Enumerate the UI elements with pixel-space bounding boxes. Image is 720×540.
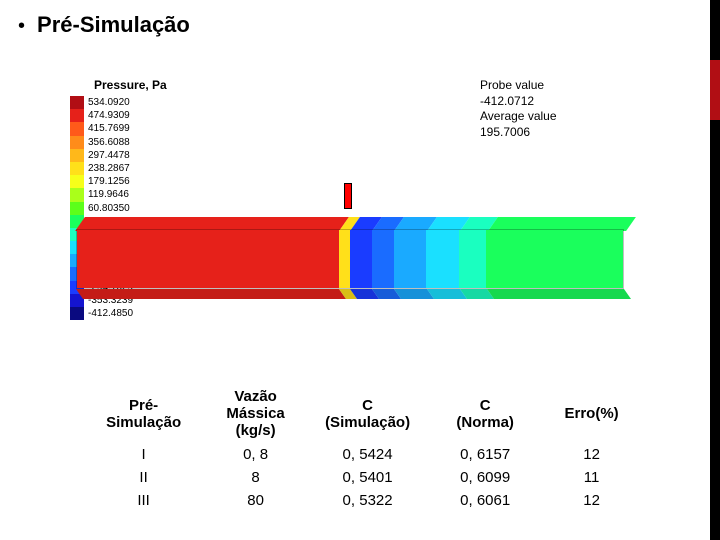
legend-row: 297.4478 xyxy=(70,149,190,162)
table-cell: 11 xyxy=(541,466,642,489)
table-cell: 0, 5322 xyxy=(306,489,429,512)
legend-row: 356.6088 xyxy=(70,136,190,149)
table-header-row: Pré-Simulação VazãoMássica(kg/s) C(Simul… xyxy=(82,385,642,443)
pressure-axis-label: Pressure, Pa xyxy=(94,78,167,92)
probe-marker-icon xyxy=(344,183,352,209)
right-decoration-bar xyxy=(710,0,720,540)
pressure-band xyxy=(339,230,350,288)
results-table: Pré-Simulação VazãoMássica(kg/s) C(Simul… xyxy=(82,385,642,512)
pressure-band xyxy=(372,230,394,288)
legend-row: 415.7699 xyxy=(70,122,190,135)
probe-line: -412.0712 xyxy=(480,94,557,110)
legend-value: 474.9309 xyxy=(84,110,130,121)
table-header: C(Norma) xyxy=(429,385,541,443)
legend-swatch xyxy=(70,96,84,109)
legend-value: 119.9646 xyxy=(84,189,129,200)
legend-value: 179.1256 xyxy=(84,176,130,187)
table-row: I0, 80, 54240, 615712 xyxy=(82,443,642,467)
legend-value: 238.2867 xyxy=(84,163,130,174)
probe-line: Probe value xyxy=(480,78,557,94)
pressure-band xyxy=(459,230,486,288)
table-cell: 0, 6099 xyxy=(429,466,541,489)
pressure-solid xyxy=(80,213,630,323)
table-header: Pré-Simulação xyxy=(82,385,205,443)
table-header: Erro(%) xyxy=(541,385,642,443)
right-bar-seg xyxy=(710,0,720,60)
pressure-band xyxy=(76,289,346,299)
legend-row: 119.9646 xyxy=(70,188,190,201)
page-title: Pré-Simulação xyxy=(37,12,190,38)
pressure-band xyxy=(77,230,339,288)
bullet-glyph: • xyxy=(18,15,25,38)
pressure-figure: Pressure, Pa Probe value -412.0712 Avera… xyxy=(70,78,660,338)
pressure-band xyxy=(486,230,623,288)
table-body: I0, 80, 54240, 615712II80, 54010, 609911… xyxy=(82,443,642,513)
pressure-band xyxy=(350,230,372,288)
legend-row: 534.0920 xyxy=(70,96,190,109)
table-cell: 12 xyxy=(541,489,642,512)
table-cell: III xyxy=(82,489,205,512)
table-cell: II xyxy=(82,466,205,489)
legend-swatch xyxy=(70,109,84,122)
pressure-band xyxy=(426,230,459,288)
right-bar-seg xyxy=(710,60,720,120)
table-cell: 8 xyxy=(205,466,306,489)
right-bar-seg xyxy=(710,120,720,540)
table-header: C(Simulação) xyxy=(306,385,429,443)
legend-row: 474.9309 xyxy=(70,109,190,122)
legend-value: 297.4478 xyxy=(84,150,130,161)
table-row: II80, 54010, 609911 xyxy=(82,466,642,489)
table-cell: 0, 8 xyxy=(205,443,306,467)
legend-swatch xyxy=(70,175,84,188)
legend-swatch xyxy=(70,162,84,175)
pressure-band xyxy=(394,230,427,288)
results-table-wrap: Pré-Simulação VazãoMássica(kg/s) C(Simul… xyxy=(82,385,642,512)
table-header: VazãoMássica(kg/s) xyxy=(205,385,306,443)
legend-swatch xyxy=(70,188,84,201)
table-row: III800, 53220, 606112 xyxy=(82,489,642,512)
table-cell: 0, 6157 xyxy=(429,443,541,467)
table-cell: 0, 5424 xyxy=(306,443,429,467)
legend-value: 356.6088 xyxy=(84,137,130,148)
title-row: • Pré-Simulação xyxy=(0,0,720,38)
table-cell: 0, 5401 xyxy=(306,466,429,489)
legend-swatch xyxy=(70,122,84,135)
table-cell: 0, 6061 xyxy=(429,489,541,512)
table-cell: I xyxy=(82,443,205,467)
legend-value: 534.0920 xyxy=(84,97,130,108)
legend-swatch xyxy=(70,149,84,162)
solid-front-face xyxy=(76,229,624,289)
legend-value: 415.7699 xyxy=(84,123,130,134)
legend-swatch xyxy=(70,136,84,149)
table-cell: 80 xyxy=(205,489,306,512)
solid-bottom-face xyxy=(76,289,631,299)
legend-row: 179.1256 xyxy=(70,175,190,188)
legend-value: 60.80350 xyxy=(84,203,130,214)
probe-readout: Probe value -412.0712 Average value 195.… xyxy=(480,78,557,140)
probe-line: 195.7006 xyxy=(480,125,557,141)
table-cell: 12 xyxy=(541,443,642,467)
legend-row: 238.2867 xyxy=(70,162,190,175)
probe-line: Average value xyxy=(480,109,557,125)
pressure-band xyxy=(487,289,631,299)
